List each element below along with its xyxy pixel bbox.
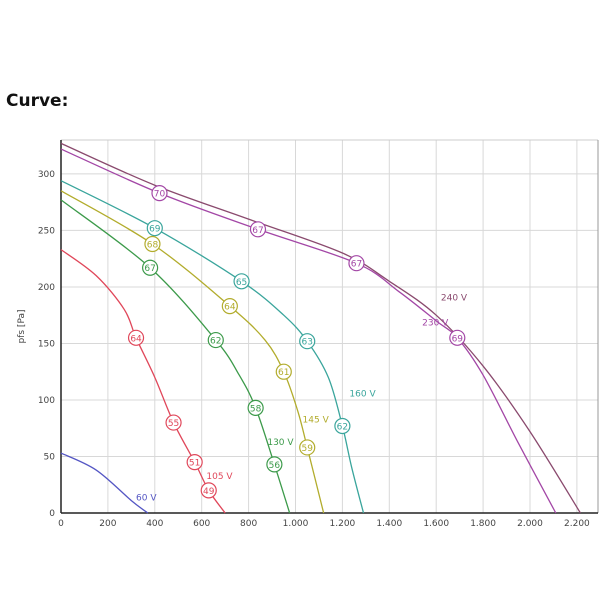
series-label-60v: 60 V	[136, 494, 157, 504]
x-tick-label: 1.600	[423, 519, 449, 529]
sound-level-marker	[144, 235, 161, 253]
sound-level-label: 65	[236, 278, 247, 288]
y-tick-label: 0	[49, 509, 55, 519]
sound-level-label: 67	[252, 226, 263, 236]
sound-level-label: 62	[337, 422, 348, 432]
sound-level-marker	[449, 329, 466, 346]
x-tick-label: 600	[193, 519, 210, 529]
series-label-145v: 145 V	[303, 416, 330, 426]
sound-level-marker	[221, 298, 238, 315]
sound-level-label: 64	[224, 303, 236, 313]
sound-level-label: 69	[452, 334, 464, 344]
y-tick-label: 250	[38, 226, 55, 236]
x-tick-label: 1.400	[376, 519, 402, 529]
sound-level-marker	[142, 259, 159, 276]
sound-level-label: 55	[168, 419, 179, 429]
sound-level-marker	[249, 221, 267, 238]
series-label-105v: 105 V	[206, 472, 233, 482]
series-label-130v: 130 V	[267, 438, 294, 448]
sound-level-label: 67	[144, 264, 155, 274]
curve-60v	[60, 452, 149, 514]
sound-level-marker	[275, 363, 292, 380]
sound-level-label: 63	[301, 338, 312, 348]
y-tick-label: 200	[38, 283, 55, 293]
x-tick-label: 0	[58, 519, 64, 529]
sound-level-marker	[151, 185, 168, 202]
sound-level-label: 69	[149, 225, 161, 235]
x-tick-label: 2.200	[564, 519, 590, 529]
sound-level-marker	[266, 456, 283, 473]
sound-level-marker	[348, 255, 365, 272]
curve-105v	[60, 249, 226, 514]
series-label-160v: 160 V	[349, 390, 376, 400]
sound-level-marker	[207, 331, 224, 349]
sound-level-marker	[200, 482, 217, 499]
sound-level-label: 68	[147, 240, 159, 250]
y-tick-label: 150	[38, 339, 55, 349]
y-axis-label: pfs [Pa]	[17, 310, 27, 344]
sound-level-label: 49	[203, 487, 215, 497]
sound-level-marker	[186, 454, 203, 471]
x-tick-label: 800	[240, 519, 257, 529]
sound-level-marker	[165, 414, 182, 431]
x-tick-label: 2.000	[517, 519, 543, 529]
sound-level-marker	[146, 220, 163, 237]
sound-level-marker	[299, 333, 316, 350]
y-tick-label: 300	[38, 170, 55, 180]
y-tick-label: 100	[38, 396, 55, 406]
y-tick-label: 50	[44, 452, 56, 462]
sound-level-label: 67	[351, 260, 362, 270]
sound-level-marker	[127, 329, 145, 346]
page-title: Curve:	[6, 91, 69, 111]
sound-level-label: 58	[250, 404, 262, 414]
x-tick-label: 1.000	[283, 519, 309, 529]
series-label-240v: 240 V	[441, 294, 468, 304]
sound-level-marker	[299, 439, 316, 456]
series-label-230v: 230 V	[422, 318, 449, 328]
sound-level-label: 70	[154, 190, 166, 200]
sound-level-label: 59	[301, 444, 313, 454]
sound-level-marker	[247, 399, 264, 416]
x-tick-label: 200	[99, 519, 116, 529]
sound-level-label: 51	[189, 459, 200, 469]
sound-level-label: 56	[269, 461, 281, 471]
sound-level-marker	[334, 417, 351, 435]
sound-level-marker	[233, 273, 250, 290]
sound-level-label: 64	[130, 334, 142, 344]
x-tick-label: 1.200	[330, 519, 356, 529]
curve-240v	[60, 142, 581, 514]
x-tick-label: 1.800	[470, 519, 496, 529]
sound-level-label: 62	[210, 337, 221, 347]
sound-level-label: 61	[278, 368, 289, 378]
x-tick-label: 400	[146, 519, 163, 529]
curve-230v	[60, 148, 557, 514]
curve-130v	[60, 199, 291, 514]
